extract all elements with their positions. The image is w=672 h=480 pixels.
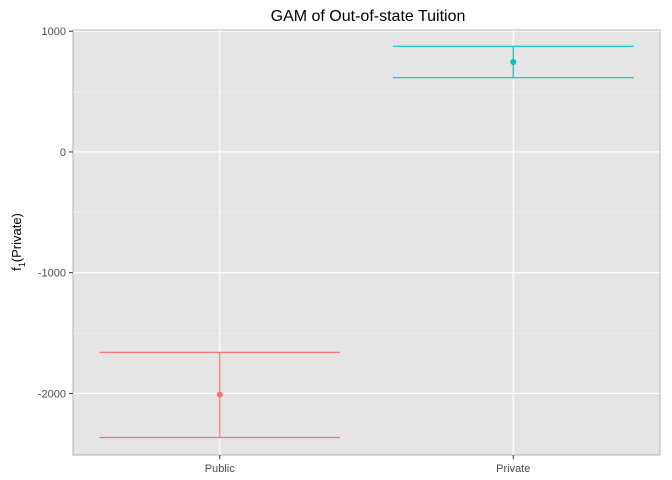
chart-title: GAM of Out-of-state Tuition: [271, 8, 466, 25]
x-axis-ticks: Public Private: [205, 455, 530, 475]
y-axis-title-main: f: [9, 267, 24, 271]
y-axis-ticks: 1000 0 -1000 -2000: [38, 26, 73, 400]
estimate-point: [510, 58, 517, 65]
y-tick-label: 1000: [42, 26, 66, 38]
y-axis-title-rest: (Private): [9, 213, 24, 262]
x-tick-label: Public: [205, 463, 235, 475]
estimate-point: [216, 391, 223, 398]
major-gridlines: [73, 30, 660, 455]
y-tick-label: -2000: [38, 388, 66, 400]
y-axis-title-subscript: 1: [17, 262, 27, 267]
minor-gridlines: [73, 91, 660, 334]
y-axis-title: f1(Private): [9, 213, 27, 271]
y-tick-label: 0: [60, 147, 66, 159]
plot-panel: [72, 29, 661, 456]
error-bars: [99, 45, 634, 439]
x-tick-label: Private: [496, 463, 530, 475]
y-tick-label: -1000: [38, 268, 66, 280]
